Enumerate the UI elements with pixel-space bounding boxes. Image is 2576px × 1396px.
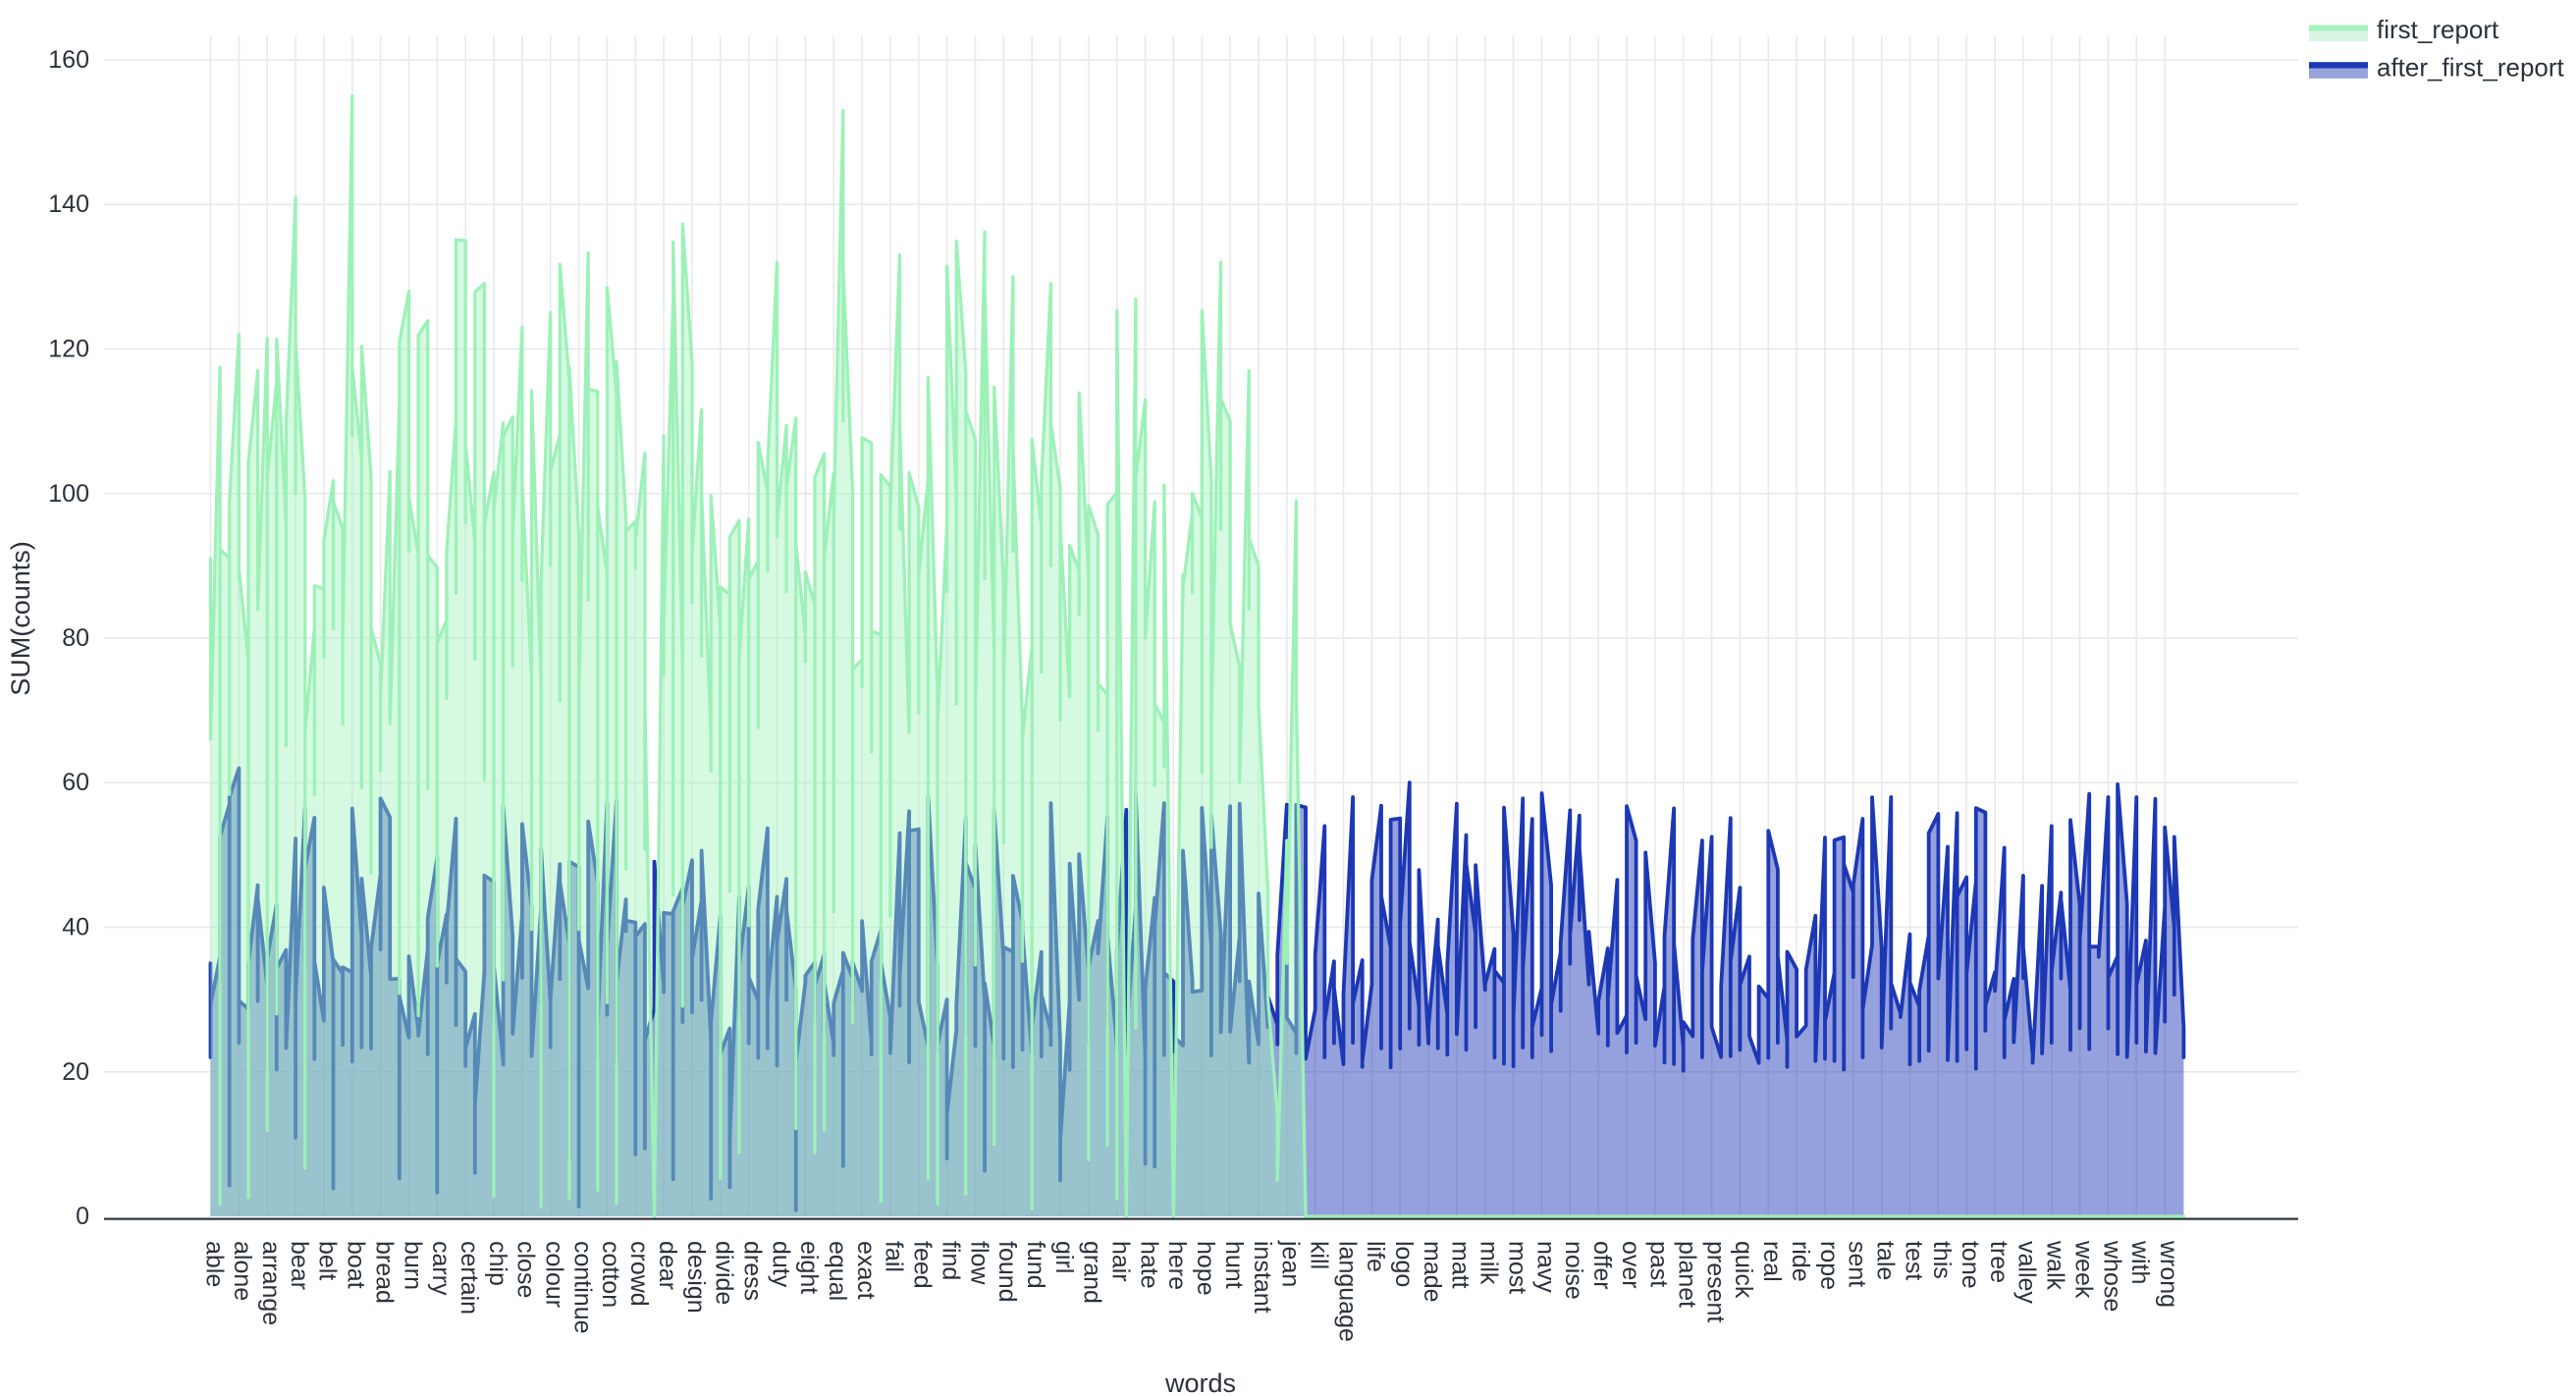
svg-text:160: 160	[48, 46, 89, 74]
svg-text:life: life	[1362, 1241, 1389, 1272]
svg-text:40: 40	[62, 914, 89, 941]
svg-text:design: design	[682, 1241, 710, 1314]
svg-text:noise: noise	[1560, 1241, 1587, 1300]
svg-text:first_report: first_report	[2377, 15, 2499, 44]
svg-text:valley: valley	[2013, 1241, 2041, 1304]
svg-text:jean: jean	[1277, 1240, 1305, 1287]
svg-text:past: past	[1645, 1241, 1673, 1287]
svg-text:100: 100	[48, 480, 89, 508]
svg-text:present: present	[1701, 1241, 1729, 1322]
svg-text:rope: rope	[1815, 1241, 1843, 1290]
svg-text:wrong: wrong	[2155, 1240, 2182, 1308]
svg-text:bread: bread	[370, 1241, 398, 1304]
svg-text:hunt: hunt	[1220, 1241, 1248, 1289]
svg-text:tree: tree	[1985, 1241, 2012, 1283]
svg-text:sent: sent	[1844, 1241, 1871, 1287]
svg-text:flow: flow	[965, 1241, 993, 1285]
svg-text:eight: eight	[795, 1241, 823, 1294]
svg-text:belt: belt	[314, 1241, 342, 1280]
svg-text:with: with	[2126, 1240, 2154, 1284]
svg-text:crowd: crowd	[625, 1241, 653, 1307]
svg-text:grand: grand	[1079, 1241, 1106, 1304]
svg-text:girl: girl	[1050, 1241, 1078, 1273]
svg-text:certain: certain	[456, 1241, 483, 1315]
svg-text:feed: feed	[909, 1241, 937, 1289]
svg-text:duty: duty	[767, 1241, 794, 1288]
svg-text:colour: colour	[540, 1241, 567, 1308]
svg-text:test: test	[1900, 1241, 1927, 1280]
svg-text:whose: whose	[2098, 1240, 2125, 1312]
svg-text:dear: dear	[654, 1241, 681, 1290]
svg-text:140: 140	[48, 190, 89, 218]
svg-text:week: week	[2069, 1240, 2097, 1299]
svg-text:found: found	[993, 1241, 1021, 1303]
svg-text:logo: logo	[1390, 1241, 1418, 1287]
svg-text:words: words	[1164, 1369, 1236, 1396]
svg-text:60: 60	[62, 769, 89, 796]
svg-text:quick: quick	[1730, 1241, 1757, 1299]
svg-text:walk: walk	[2042, 1240, 2069, 1291]
svg-text:offer: offer	[1588, 1241, 1616, 1290]
svg-text:exact: exact	[852, 1241, 880, 1300]
svg-text:chip: chip	[484, 1241, 511, 1286]
svg-text:language: language	[1333, 1241, 1361, 1342]
svg-text:0: 0	[76, 1203, 89, 1230]
svg-text:able: able	[200, 1241, 228, 1287]
svg-text:continue: continue	[568, 1241, 596, 1334]
svg-text:navy: navy	[1531, 1241, 1559, 1293]
svg-text:kill: kill	[1305, 1241, 1332, 1269]
svg-text:dress: dress	[738, 1241, 766, 1301]
svg-text:instant: instant	[1249, 1241, 1276, 1314]
svg-text:tone: tone	[1957, 1241, 1984, 1289]
svg-text:real: real	[1758, 1241, 1786, 1282]
svg-text:planet: planet	[1673, 1241, 1700, 1308]
svg-text:equal: equal	[824, 1241, 851, 1301]
svg-text:hair: hair	[1106, 1241, 1134, 1282]
svg-text:made: made	[1419, 1241, 1446, 1303]
svg-text:most: most	[1503, 1241, 1530, 1294]
svg-text:SUM(counts): SUM(counts)	[6, 541, 35, 696]
svg-text:matt: matt	[1447, 1241, 1475, 1289]
svg-text:this: this	[1928, 1241, 1956, 1279]
svg-text:arrange: arrange	[257, 1241, 285, 1325]
svg-text:burn: burn	[399, 1241, 426, 1290]
svg-text:find: find	[937, 1241, 964, 1280]
svg-text:hope: hope	[1192, 1241, 1219, 1296]
svg-text:carry: carry	[427, 1241, 455, 1296]
svg-text:after_first_report: after_first_report	[2377, 53, 2565, 82]
svg-text:close: close	[512, 1241, 540, 1298]
svg-text:alone: alone	[229, 1241, 256, 1301]
svg-text:milk: milk	[1476, 1241, 1503, 1285]
svg-text:cotton: cotton	[597, 1241, 624, 1308]
svg-text:over: over	[1617, 1241, 1644, 1289]
svg-text:bear: bear	[286, 1241, 313, 1290]
svg-text:80: 80	[62, 624, 89, 652]
svg-text:tale: tale	[1871, 1241, 1899, 1280]
svg-text:20: 20	[62, 1058, 89, 1086]
svg-text:120: 120	[48, 336, 89, 363]
svg-text:boat: boat	[343, 1241, 370, 1289]
svg-text:fail: fail	[881, 1241, 908, 1272]
svg-text:fund: fund	[1022, 1241, 1049, 1289]
svg-text:ride: ride	[1787, 1241, 1814, 1282]
svg-text:hate: hate	[1135, 1241, 1162, 1289]
svg-text:divide: divide	[711, 1241, 738, 1305]
svg-text:here: here	[1163, 1241, 1191, 1290]
